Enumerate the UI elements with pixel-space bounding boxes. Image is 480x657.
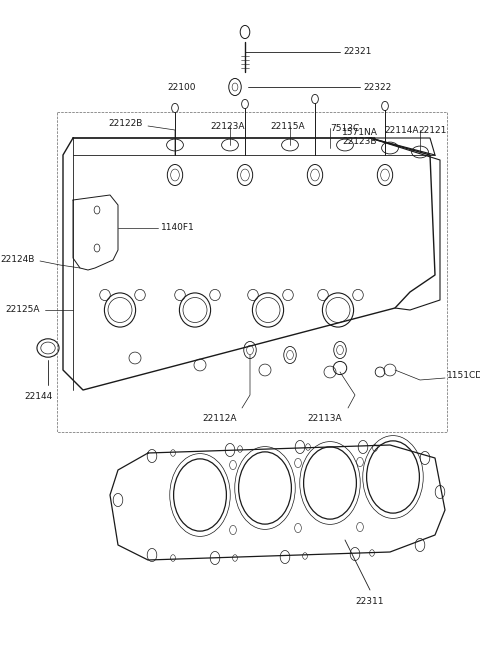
Text: 22124B: 22124B xyxy=(0,256,35,265)
Text: 22125A: 22125A xyxy=(5,306,40,315)
Text: 22122B: 22122B xyxy=(108,120,143,129)
Text: 22115A: 22115A xyxy=(271,122,305,131)
Text: 22123A: 22123A xyxy=(211,122,245,131)
Text: 22121: 22121 xyxy=(418,126,446,135)
Text: 1140F1: 1140F1 xyxy=(161,223,195,233)
Text: 22100: 22100 xyxy=(168,83,196,91)
Text: 1571NA: 1571NA xyxy=(342,128,378,137)
Text: 22322: 22322 xyxy=(363,83,391,91)
Text: 22311: 22311 xyxy=(356,597,384,606)
Text: 22144: 22144 xyxy=(24,392,52,401)
Text: 22114A: 22114A xyxy=(384,126,419,135)
Text: 22123B: 22123B xyxy=(342,137,376,146)
Text: 22321: 22321 xyxy=(343,47,372,57)
Text: 1151CD: 1151CD xyxy=(447,371,480,380)
Text: 7513C: 7513C xyxy=(330,124,359,133)
Text: 22113A: 22113A xyxy=(308,414,342,423)
Text: 22112A: 22112A xyxy=(203,414,237,423)
